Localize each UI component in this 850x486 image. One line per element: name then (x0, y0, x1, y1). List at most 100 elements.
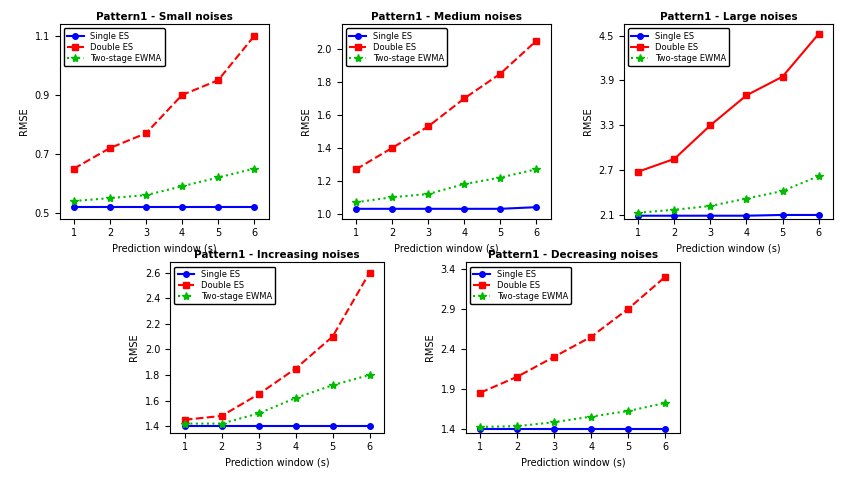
Two-stage EWMA (633, 210, 643, 216)
Double ES (669, 156, 679, 162)
Line: Double ES: Double ES (354, 38, 539, 172)
Double ES (179, 417, 190, 423)
X-axis label: Prediction window (s): Prediction window (s) (520, 458, 625, 468)
Single ES (253, 423, 264, 429)
Title: Pattern1 - Decreasing noises: Pattern1 - Decreasing noises (488, 250, 658, 260)
Single ES (327, 423, 337, 429)
Two-stage EWMA (213, 174, 224, 180)
Double ES (549, 354, 559, 360)
Single ES (496, 206, 506, 212)
Single ES (475, 426, 485, 432)
Two-stage EWMA (459, 181, 469, 187)
Single ES (513, 426, 523, 432)
Double ES (217, 413, 227, 419)
Line: Two-stage EWMA: Two-stage EWMA (634, 172, 823, 217)
Two-stage EWMA (177, 183, 187, 189)
Line: Single ES: Single ES (71, 204, 257, 209)
Two-stage EWMA (669, 207, 679, 213)
Double ES (778, 74, 788, 80)
Double ES (623, 306, 633, 312)
Two-stage EWMA (475, 424, 485, 430)
Title: Pattern1 - Increasing noises: Pattern1 - Increasing noises (195, 250, 360, 260)
Two-stage EWMA (741, 195, 751, 201)
Legend: Single ES, Double ES, Two-stage EWMA: Single ES, Double ES, Two-stage EWMA (628, 29, 729, 66)
Y-axis label: RMSE: RMSE (129, 334, 139, 361)
X-axis label: Prediction window (s): Prediction window (s) (111, 244, 217, 254)
Double ES (741, 92, 751, 98)
Double ES (365, 270, 375, 276)
Legend: Single ES, Double ES, Two-stage EWMA: Single ES, Double ES, Two-stage EWMA (174, 267, 275, 304)
Two-stage EWMA (141, 192, 151, 198)
Two-stage EWMA (217, 421, 227, 427)
Single ES (586, 426, 597, 432)
Two-stage EWMA (179, 421, 190, 427)
Y-axis label: RMSE: RMSE (425, 334, 435, 361)
Two-stage EWMA (660, 400, 671, 406)
Double ES (141, 130, 151, 136)
X-axis label: Prediction window (s): Prediction window (s) (225, 458, 330, 468)
Line: Two-stage EWMA: Two-stage EWMA (352, 165, 541, 207)
Two-stage EWMA (365, 372, 375, 378)
Double ES (586, 334, 597, 340)
Two-stage EWMA (387, 194, 397, 200)
Double ES (496, 71, 506, 77)
Single ES (423, 206, 434, 212)
Two-stage EWMA (249, 166, 259, 172)
Two-stage EWMA (496, 174, 506, 180)
Single ES (351, 206, 361, 212)
Double ES (327, 334, 337, 340)
Double ES (531, 38, 541, 44)
Single ES (531, 204, 541, 210)
Line: Two-stage EWMA: Two-stage EWMA (476, 399, 670, 431)
Y-axis label: RMSE: RMSE (19, 108, 29, 135)
Legend: Single ES, Double ES, Two-stage EWMA: Single ES, Double ES, Two-stage EWMA (64, 29, 165, 66)
Y-axis label: RMSE: RMSE (301, 108, 311, 135)
Double ES (177, 92, 187, 98)
Two-stage EWMA (291, 395, 301, 401)
Single ES (177, 204, 187, 210)
Two-stage EWMA (327, 382, 337, 388)
Two-stage EWMA (813, 173, 824, 179)
Double ES (633, 169, 643, 174)
Single ES (69, 204, 79, 210)
Single ES (105, 204, 115, 210)
Legend: Single ES, Double ES, Two-stage EWMA: Single ES, Double ES, Two-stage EWMA (346, 29, 447, 66)
Line: Double ES: Double ES (478, 274, 668, 396)
X-axis label: Prediction window (s): Prediction window (s) (676, 244, 781, 254)
Line: Two-stage EWMA: Two-stage EWMA (180, 371, 374, 428)
Single ES (179, 423, 190, 429)
Double ES (475, 390, 485, 396)
Single ES (249, 204, 259, 210)
Line: Two-stage EWMA: Two-stage EWMA (70, 164, 258, 205)
Title: Pattern1 - Medium noises: Pattern1 - Medium noises (371, 12, 522, 22)
Single ES (623, 426, 633, 432)
Two-stage EWMA (586, 414, 597, 419)
Two-stage EWMA (778, 188, 788, 194)
Two-stage EWMA (69, 198, 79, 204)
Double ES (249, 33, 259, 39)
Single ES (741, 213, 751, 219)
Single ES (660, 426, 671, 432)
Single ES (669, 213, 679, 219)
Double ES (423, 123, 434, 129)
Double ES (459, 96, 469, 102)
Double ES (351, 166, 361, 172)
Double ES (253, 391, 264, 397)
Double ES (513, 374, 523, 380)
Two-stage EWMA (351, 199, 361, 205)
Two-stage EWMA (531, 166, 541, 172)
Single ES (706, 213, 716, 219)
Single ES (778, 212, 788, 218)
Line: Single ES: Single ES (182, 423, 372, 429)
Line: Double ES: Double ES (182, 270, 372, 422)
Double ES (105, 145, 115, 151)
Two-stage EWMA (105, 195, 115, 201)
Y-axis label: RMSE: RMSE (583, 108, 593, 135)
Title: Pattern1 - Small noises: Pattern1 - Small noises (95, 12, 232, 22)
Line: Single ES: Single ES (478, 426, 668, 431)
Title: Pattern1 - Large noises: Pattern1 - Large noises (660, 12, 797, 22)
Double ES (660, 274, 671, 280)
Double ES (69, 166, 79, 172)
Single ES (141, 204, 151, 210)
Double ES (213, 77, 224, 83)
